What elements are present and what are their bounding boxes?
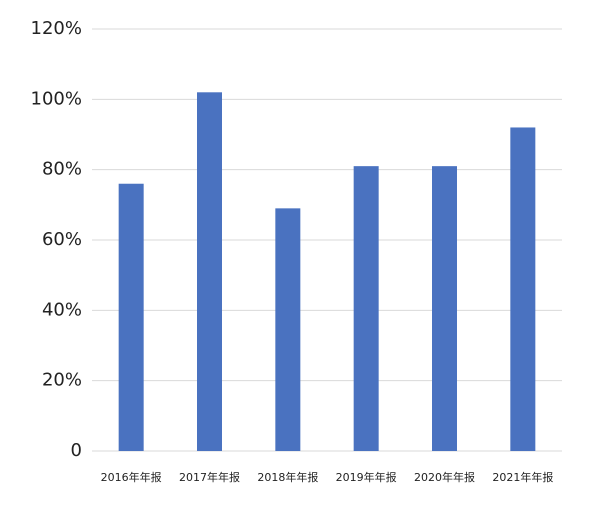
- x-tick-label: 2019年年报: [336, 470, 397, 484]
- y-tick-label: 0: [71, 440, 82, 461]
- x-tick-label: 2018年年报: [257, 470, 318, 484]
- y-tick-label: 120%: [31, 18, 82, 39]
- x-tick-label: 2017年年报: [179, 470, 240, 484]
- y-tick-label: 20%: [42, 370, 82, 391]
- bar: [353, 166, 379, 451]
- x-tick-label: 2020年年报: [414, 470, 475, 484]
- y-tick-label: 40%: [42, 299, 82, 320]
- bar: [510, 127, 536, 451]
- y-tick-label: 100%: [31, 88, 82, 109]
- x-tick-label: 2016年年报: [101, 470, 162, 484]
- bar: [432, 166, 457, 451]
- bar: [275, 208, 301, 451]
- y-tick-label: 60%: [42, 229, 82, 250]
- x-tick-label: 2021年年报: [492, 470, 553, 484]
- y-tick-label: 80%: [42, 159, 82, 180]
- bar: [118, 183, 144, 451]
- bar: [197, 92, 222, 452]
